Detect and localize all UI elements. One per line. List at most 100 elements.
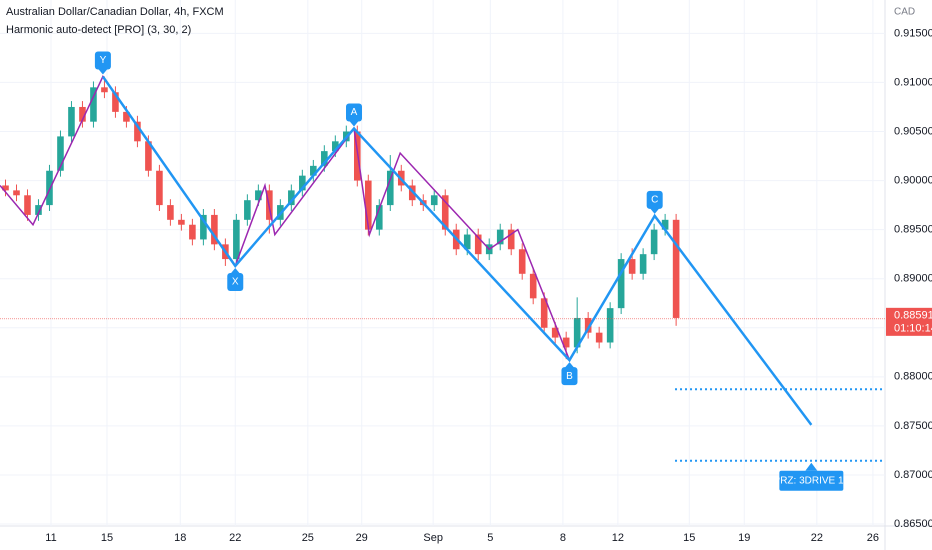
y-tick-label: 0.87000	[894, 469, 932, 481]
candle-body	[617, 259, 625, 309]
x-tick-label: 22	[229, 532, 241, 544]
x-tick-label: 29	[356, 532, 368, 544]
candle-body	[595, 332, 603, 343]
y-tick-label: 0.87500	[894, 420, 932, 432]
indicator-title: Harmonic auto-detect [PRO] (3, 30, 2)	[6, 24, 191, 36]
candle-body	[375, 205, 383, 230]
pattern-label: B	[566, 371, 573, 382]
countdown-label: 01:10:14	[894, 323, 932, 335]
candle-body	[441, 195, 449, 230]
pattern-label-pointer	[349, 120, 359, 127]
y-tick-label: 0.86500	[894, 518, 932, 530]
candle-body	[606, 308, 614, 343]
candle-body	[134, 121, 141, 142]
x-tick-label: 19	[738, 532, 750, 544]
prz-label-pointer	[805, 462, 818, 471]
candle-body	[628, 259, 636, 274]
pattern-label-box	[94, 51, 111, 70]
candle-body	[112, 92, 119, 112]
candle-body	[233, 219, 240, 260]
candle-body	[46, 170, 53, 206]
x-tick-label: 18	[174, 532, 186, 544]
y-tick-label: 0.91000	[894, 76, 932, 88]
candle-body	[189, 224, 196, 240]
x-tick-label: 12	[612, 532, 624, 544]
pattern-label: A	[351, 107, 358, 118]
x-tick-label: 5	[487, 532, 493, 544]
x-tick-label: 25	[302, 532, 314, 544]
chart-title: Australian Dollar/Canadian Dollar, 4h, F…	[6, 6, 224, 18]
y-tick-label: 0.90000	[894, 174, 932, 186]
candle-body	[496, 229, 504, 245]
candle-body	[2, 185, 9, 191]
prz-label: PRZ: 3DRIVE 12	[774, 475, 850, 486]
y-tick-label: 0.88000	[894, 371, 932, 383]
pattern-label-box	[346, 103, 362, 122]
currency-label: CAD	[894, 7, 915, 18]
pattern-label-box	[227, 272, 244, 291]
candle-body	[211, 214, 218, 245]
candle-body	[24, 195, 31, 215]
candle-body	[299, 175, 306, 191]
candle-body	[332, 141, 339, 152]
x-tick-label: 15	[683, 532, 695, 544]
candle-body	[650, 229, 658, 255]
candle-body	[145, 141, 152, 171]
x-tick-label: 22	[811, 532, 823, 544]
candle-body	[386, 170, 394, 206]
candle-body	[244, 200, 251, 220]
candle-body	[364, 180, 372, 230]
candle-body	[156, 170, 163, 206]
candle-body	[167, 205, 174, 220]
candle-body	[639, 254, 647, 274]
prz-label-box	[779, 470, 844, 491]
pattern-label-pointer	[230, 267, 241, 274]
pattern-label-pointer	[564, 362, 575, 369]
candle-body	[35, 205, 42, 215]
candle-body	[101, 87, 108, 93]
candle-body	[90, 87, 97, 122]
y-tick-label: 0.89000	[894, 273, 932, 285]
x-tick-label: 11	[45, 532, 56, 544]
candle-body	[529, 273, 537, 299]
y-tick-label: 0.89500	[894, 224, 932, 236]
candle-body	[474, 234, 482, 255]
pattern-label-box	[646, 190, 663, 209]
last-price-label: 0.88591	[894, 310, 932, 322]
candle-body	[507, 229, 515, 250]
candle-body	[13, 190, 20, 196]
candle-body	[178, 219, 185, 225]
candle-body	[584, 317, 592, 333]
pattern-label-pointer	[97, 68, 108, 75]
candle-body	[463, 234, 471, 250]
candle-body	[661, 219, 669, 230]
x-tick-label: 26	[867, 532, 879, 544]
pattern-label: C	[651, 195, 658, 206]
candle-body	[310, 165, 317, 176]
pattern-label-box	[561, 367, 578, 386]
candle-body	[123, 111, 130, 122]
y-tick-label: 0.90500	[894, 125, 932, 137]
pattern-label-pointer	[649, 207, 660, 214]
candle-body	[321, 151, 328, 166]
candle-body	[200, 214, 207, 240]
y-tick-label: 0.91500	[894, 27, 932, 39]
candle-body	[518, 249, 526, 274]
candle-body	[562, 337, 570, 348]
candle-body	[430, 195, 438, 206]
candle-body	[68, 106, 75, 137]
x-tick-label: Sep	[423, 532, 443, 544]
pattern-label: X	[232, 277, 239, 288]
x-tick-label: 15	[101, 532, 113, 544]
pattern-line	[101, 75, 813, 426]
candle-body	[573, 317, 581, 348]
pattern-label: Y	[100, 55, 107, 66]
candle-body	[288, 190, 295, 206]
candle-body	[57, 136, 64, 171]
candle-body	[79, 106, 86, 122]
x-tick-label: 8	[560, 532, 566, 544]
candle-body	[672, 219, 680, 318]
candle-body	[255, 190, 262, 201]
